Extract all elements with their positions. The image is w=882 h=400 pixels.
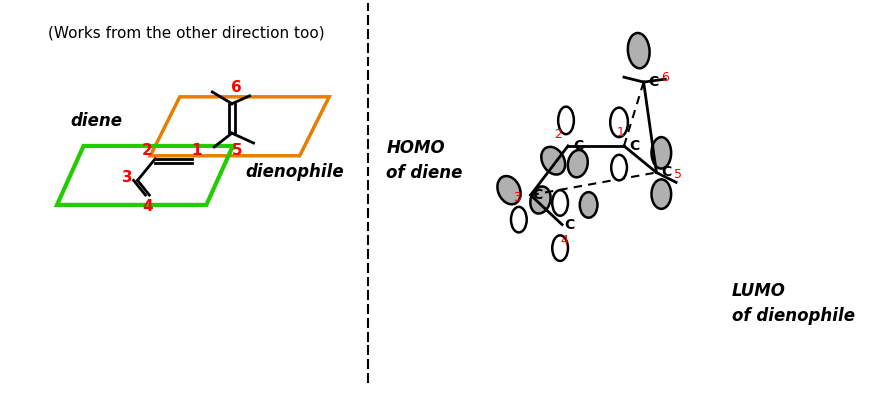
Ellipse shape — [542, 147, 565, 174]
Text: (Works from the other direction too): (Works from the other direction too) — [49, 25, 325, 40]
Text: 1: 1 — [191, 143, 202, 158]
Text: C: C — [629, 139, 639, 153]
Text: 3: 3 — [123, 170, 133, 185]
Ellipse shape — [558, 107, 574, 134]
Ellipse shape — [568, 150, 587, 177]
Text: HOMO
of diene: HOMO of diene — [386, 139, 462, 182]
Text: 6: 6 — [662, 71, 669, 84]
Ellipse shape — [652, 179, 671, 209]
Ellipse shape — [628, 33, 650, 68]
Text: LUMO
of dienophile: LUMO of dienophile — [732, 282, 855, 325]
Text: 2: 2 — [142, 143, 153, 158]
Text: C: C — [573, 139, 583, 153]
Text: dienophile: dienophile — [246, 164, 344, 182]
Text: C: C — [662, 166, 671, 180]
Text: 3: 3 — [513, 190, 520, 204]
Ellipse shape — [652, 137, 671, 168]
Text: 5: 5 — [231, 143, 243, 158]
Text: 2: 2 — [554, 128, 562, 141]
Text: 4: 4 — [142, 199, 153, 214]
Text: 6: 6 — [231, 80, 243, 96]
Text: diene: diene — [71, 112, 123, 130]
Text: C: C — [533, 188, 542, 202]
Ellipse shape — [497, 176, 520, 204]
Text: 1: 1 — [617, 126, 625, 139]
Ellipse shape — [552, 235, 568, 261]
Text: C: C — [648, 75, 659, 89]
Ellipse shape — [552, 190, 568, 216]
Text: 5: 5 — [674, 168, 682, 181]
Text: C: C — [564, 218, 574, 232]
Ellipse shape — [579, 192, 597, 218]
Ellipse shape — [511, 207, 527, 232]
Text: 4: 4 — [560, 234, 568, 247]
Ellipse shape — [530, 186, 550, 214]
Ellipse shape — [610, 108, 628, 137]
Ellipse shape — [611, 155, 627, 180]
